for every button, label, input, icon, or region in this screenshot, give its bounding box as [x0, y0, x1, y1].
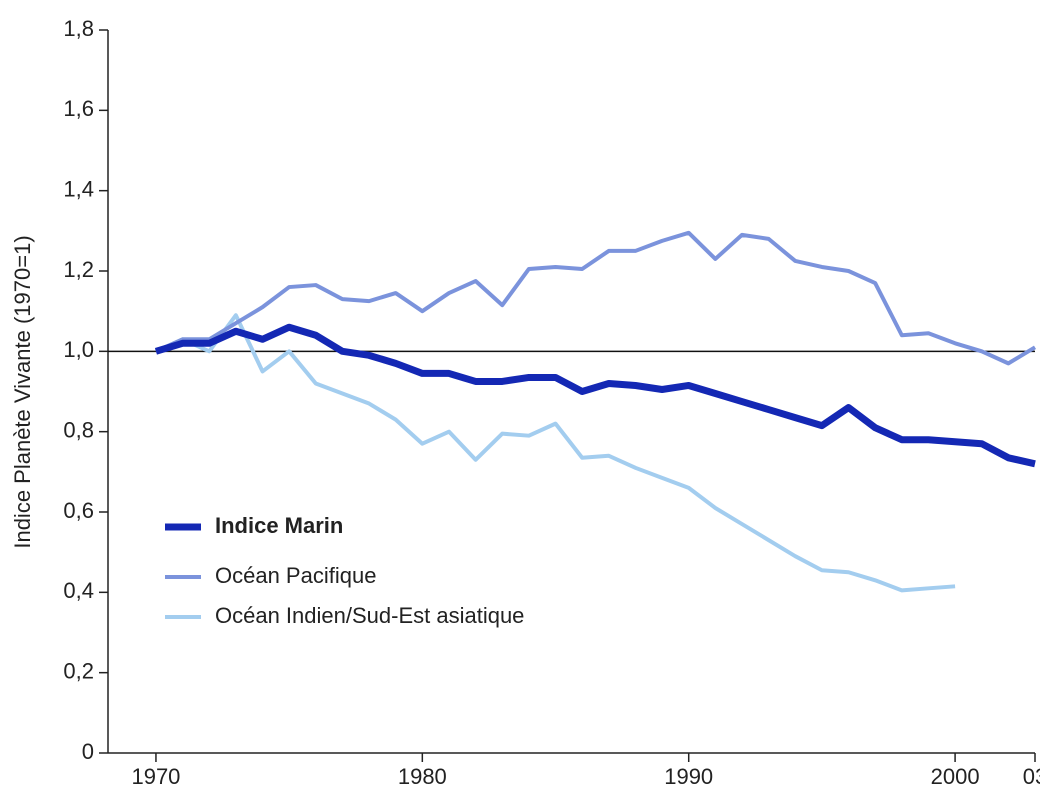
- y-tick-label: 1,2: [63, 257, 94, 282]
- line-series: [154, 323, 1036, 468]
- y-tick-label: 0,8: [63, 417, 94, 442]
- x-tick-label: 1990: [664, 764, 713, 789]
- x-tick-label: 1980: [398, 764, 447, 789]
- line-series: [155, 230, 1037, 366]
- y-tick-label: 1,4: [63, 176, 94, 201]
- y-tick-label: 0,6: [63, 498, 94, 523]
- x-tick-label: 03: [1023, 764, 1040, 789]
- y-tick-label: 1,8: [63, 16, 94, 41]
- legend-label: Océan Indien/Sud-Est asiatique: [215, 603, 524, 628]
- y-tick-label: 0,4: [63, 578, 94, 603]
- x-tick-label: 1970: [131, 764, 180, 789]
- y-tick-label: 0,2: [63, 658, 94, 683]
- legend-label: Indice Marin: [215, 513, 343, 538]
- y-tick-label: 0: [82, 739, 94, 764]
- y-tick-label: 1,6: [63, 96, 94, 121]
- line-series: [155, 313, 956, 593]
- legend-label: Océan Pacifique: [215, 563, 376, 588]
- y-axis-label: Indice Planète Vivante (1970=1): [10, 235, 35, 548]
- y-tick-label: 1,0: [63, 337, 94, 362]
- x-tick-label: 2000: [931, 764, 980, 789]
